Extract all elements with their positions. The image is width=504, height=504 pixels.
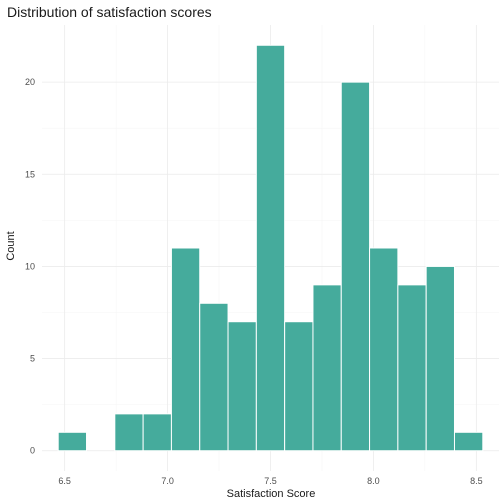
- histogram-bar: [284, 321, 314, 452]
- x-axis-label: Satisfaction Score: [227, 488, 316, 500]
- y-tick-label: 5: [30, 354, 35, 364]
- histogram-bar: [57, 431, 88, 452]
- histogram-bar: [114, 413, 144, 452]
- y-tick-label: 10: [25, 261, 35, 271]
- x-tick-label: 8.5: [470, 476, 483, 486]
- histogram-bar: [425, 265, 455, 452]
- histogram-bar: [170, 247, 201, 452]
- y-tick-label: 0: [30, 446, 35, 456]
- histogram-bar: [369, 247, 399, 452]
- histogram-bar: [255, 44, 286, 452]
- x-tick-label: 8.0: [367, 476, 380, 486]
- x-tick-label: 7.5: [264, 476, 277, 486]
- histogram-bar: [199, 302, 229, 452]
- y-tick-label: 15: [25, 169, 35, 179]
- histogram-bar: [397, 284, 427, 452]
- histogram-bar: [312, 284, 342, 452]
- y-tick-label: 20: [25, 77, 35, 87]
- chart-title: Distribution of satisfaction scores: [7, 4, 212, 20]
- histogram-bar: [453, 431, 484, 452]
- x-tick-label: 6.5: [58, 476, 71, 486]
- y-axis-label: Count: [5, 231, 17, 260]
- histogram-bar: [227, 321, 257, 452]
- x-tick-labels: 6.5 7.0 7.5 8.0 8.5: [58, 476, 482, 486]
- histogram-bar: [340, 81, 371, 452]
- x-tick-label: 7.0: [161, 476, 174, 486]
- bars: [57, 44, 484, 452]
- histogram-bar: [142, 413, 172, 452]
- y-tick-labels: 0 5 10 15 20: [25, 77, 35, 456]
